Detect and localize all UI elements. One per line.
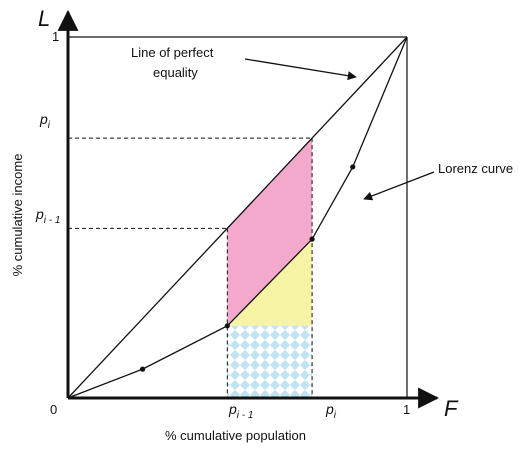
y-tick-p-i: pi xyxy=(39,111,51,131)
x-tick-p-i: pi xyxy=(325,401,337,421)
lorenz-pointer-arrow xyxy=(363,171,435,201)
lorenz-curve-annotation: Lorenz curve xyxy=(438,161,513,176)
equality-pointer-arrow xyxy=(244,58,357,81)
lower-patterned-region xyxy=(227,325,313,398)
upper-shaded-region xyxy=(227,138,313,326)
y-axis-symbol: L xyxy=(38,6,50,31)
lorenz-point xyxy=(309,236,315,242)
y-axis-title: % cumulative income xyxy=(10,154,25,277)
y-tick-p-i-minus-1: pi - 1 xyxy=(35,206,60,226)
lorenz-point xyxy=(224,323,230,329)
lorenz-point xyxy=(350,164,356,170)
x-tick-p-i-minus-1: pi - 1 xyxy=(228,401,253,421)
line-of-perfect-equality xyxy=(67,36,408,399)
x-max-label: 1 xyxy=(403,402,410,417)
x-axis-title: % cumulative population xyxy=(165,428,306,443)
lorenz-curve-line xyxy=(67,36,408,399)
lorenz-point xyxy=(139,366,146,372)
x-axis-symbol: F xyxy=(444,396,459,421)
lorenz-curve-points xyxy=(139,164,356,372)
origin-label: 0 xyxy=(50,402,57,417)
equality-annotation-line-1: Line of perfect xyxy=(131,45,214,60)
equality-annotation-line-2: equality xyxy=(153,65,198,80)
y-max-label: 1 xyxy=(52,29,59,44)
